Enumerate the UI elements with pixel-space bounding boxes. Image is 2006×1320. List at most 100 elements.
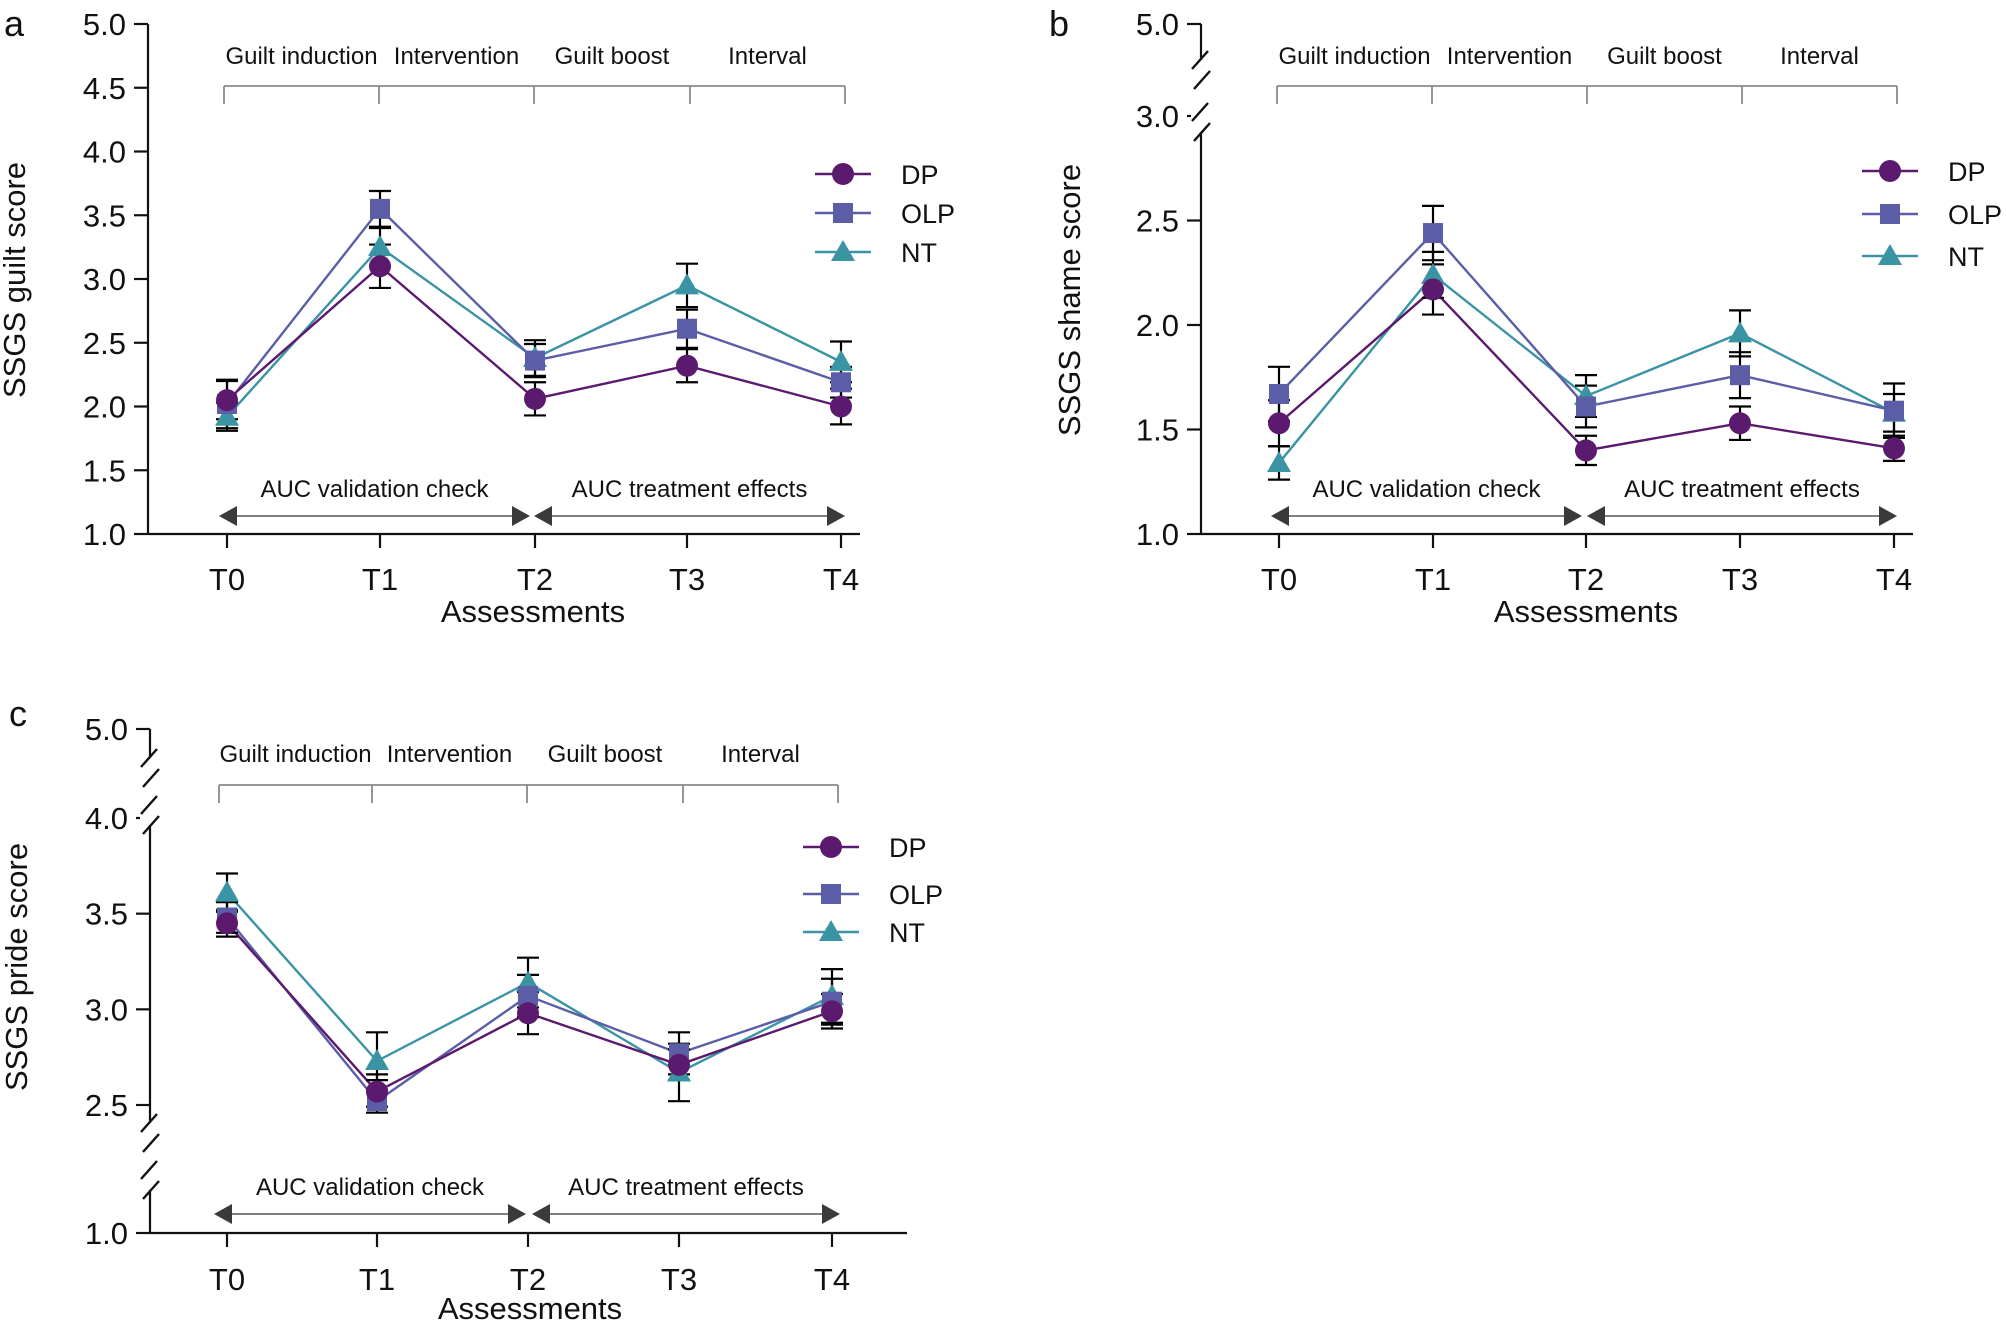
x-axis-title: Assessments: [1494, 594, 1678, 629]
panel-a-guilt-chart: a 1.0 1.5 2.0 2.5 3.0 3.5 4.0 4.5 5.0 T0 T1 T2 T3 T4 As…: [0, 3, 955, 629]
x-tick-label: T1: [359, 1262, 395, 1297]
auc-arrowhead: [827, 506, 845, 526]
phase-label: Intervention: [394, 43, 519, 70]
x-tick-label: T4: [823, 562, 859, 597]
x-tick-label: T0: [209, 1262, 245, 1297]
axis-break-slash-upper: [1191, 50, 1209, 70]
axis-break-slash-upper: [140, 1113, 158, 1133]
phase-label: Interval: [1780, 43, 1859, 70]
x-tick-label: T4: [1876, 562, 1912, 597]
legend-marker-nt: [819, 920, 843, 941]
y-tick-label: 1.0: [85, 1216, 128, 1251]
legend-marker-olp: [821, 884, 841, 904]
auc-treatment-label: AUC treatment effects: [572, 476, 808, 503]
y-tick-label: 4.0: [85, 801, 128, 836]
legend-marker-dp: [832, 163, 854, 185]
legend-label-olp: OLP: [889, 880, 943, 910]
panel-label: b: [1049, 3, 1069, 44]
data-point-olp: [677, 318, 697, 339]
data-point-dp: [524, 387, 546, 410]
y-tick-label: 2.0: [1136, 308, 1179, 343]
axis-break-gap: [140, 758, 160, 778]
data-point-olp: [370, 198, 390, 219]
auc-validation-label: AUC validation check: [1312, 476, 1541, 503]
y-tick-label: 3.0: [1136, 99, 1179, 134]
panel-label: a: [4, 3, 25, 44]
legend-label-olp: OLP: [901, 199, 955, 229]
panel-c-pride-chart: c 1.0 2.5 3.0 3.5 4.0 5.0 T0 T1 T2 T3 T4 Assessments…: [0, 693, 943, 1320]
data-point-nt: [1728, 321, 1752, 343]
auc-arrowhead: [512, 506, 530, 526]
data-point-dp: [216, 912, 238, 935]
y-axis-title: SSGS guilt score: [0, 162, 32, 398]
auc-arrowhead: [1564, 506, 1582, 526]
data-point-olp: [1730, 365, 1750, 386]
axis-break-slash-lower: [142, 1180, 160, 1200]
data-point-olp: [1423, 223, 1443, 244]
y-tick-label: 2.0: [83, 390, 126, 425]
data-point-dp: [1729, 412, 1751, 435]
data-point-nt: [368, 235, 392, 257]
y-tick-label: 4.0: [83, 135, 126, 170]
x-tick-label: T2: [510, 1262, 546, 1297]
data-point-nt: [675, 273, 699, 295]
auc-validation-label: AUC validation check: [256, 1174, 485, 1201]
auc-arrowhead: [214, 1204, 232, 1224]
axis-break-slash-lower: [142, 768, 160, 788]
y-tick-label: 5.0: [83, 7, 126, 42]
x-tick-label: T3: [661, 1262, 697, 1297]
x-tick-label: T3: [669, 562, 705, 597]
x-tick-label: T0: [1261, 562, 1297, 597]
auc-arrowhead: [1271, 506, 1289, 526]
phase-label: Intervention: [387, 741, 512, 768]
axis-break-slash-upper: [140, 748, 158, 768]
legend-label-dp: DP: [901, 160, 939, 190]
legend-marker-nt: [831, 240, 855, 261]
legend-label-dp: DP: [889, 833, 927, 863]
phase-label: Guilt boost: [548, 741, 663, 768]
data-point-dp: [821, 1000, 843, 1023]
legend-marker-olp: [833, 203, 853, 223]
axis-break-slash-upper: [1191, 102, 1209, 122]
data-point-olp: [518, 985, 538, 1006]
auc-treatment-label: AUC treatment effects: [568, 1174, 804, 1201]
data-point-nt: [829, 349, 853, 371]
y-tick-label: 1.0: [83, 517, 126, 552]
data-point-dp: [830, 395, 852, 418]
y-tick-label: 2.5: [1136, 204, 1179, 239]
data-point-dp: [369, 255, 391, 278]
data-point-dp: [517, 1002, 539, 1025]
y-tick-label: 4.5: [83, 71, 126, 106]
axis-break-slash-lower: [142, 1133, 160, 1153]
x-tick-label: T4: [814, 1262, 850, 1297]
x-tick-label: T1: [1415, 562, 1451, 597]
axis-break-gap: [1191, 112, 1211, 132]
auc-validation-label: AUC validation check: [260, 476, 489, 503]
data-point-olp: [1884, 400, 1904, 421]
axis-break-slash-lower: [1193, 70, 1211, 90]
legend-label-nt: NT: [901, 238, 937, 268]
y-tick-label: 3.0: [83, 262, 126, 297]
y-tick-label: 3.0: [85, 992, 128, 1027]
y-tick-label: 3.5: [83, 198, 126, 233]
legend-label-olp: OLP: [1948, 200, 2002, 230]
phase-label: Guilt boost: [555, 43, 670, 70]
data-point-dp: [366, 1080, 388, 1103]
legend-label-nt: NT: [889, 918, 925, 948]
auc-arrowhead: [822, 1204, 840, 1224]
phase-label: Interval: [728, 43, 807, 70]
data-point-nt: [215, 880, 239, 902]
axis-break-gap: [140, 1123, 160, 1143]
data-point-dp: [668, 1053, 690, 1076]
y-tick-label: 1.0: [1136, 517, 1179, 552]
data-point-olp: [831, 372, 851, 393]
axis-break-gap: [140, 805, 160, 825]
axis-break-slash-upper: [140, 1160, 158, 1180]
phase-label: Intervention: [1447, 43, 1572, 70]
data-point-nt: [1267, 450, 1291, 472]
x-axis-title: Assessments: [438, 1291, 622, 1320]
data-point-dp: [1883, 437, 1905, 460]
y-tick-label: 3.5: [85, 897, 128, 932]
x-tick-label: T1: [362, 562, 398, 597]
data-point-dp: [216, 389, 238, 412]
